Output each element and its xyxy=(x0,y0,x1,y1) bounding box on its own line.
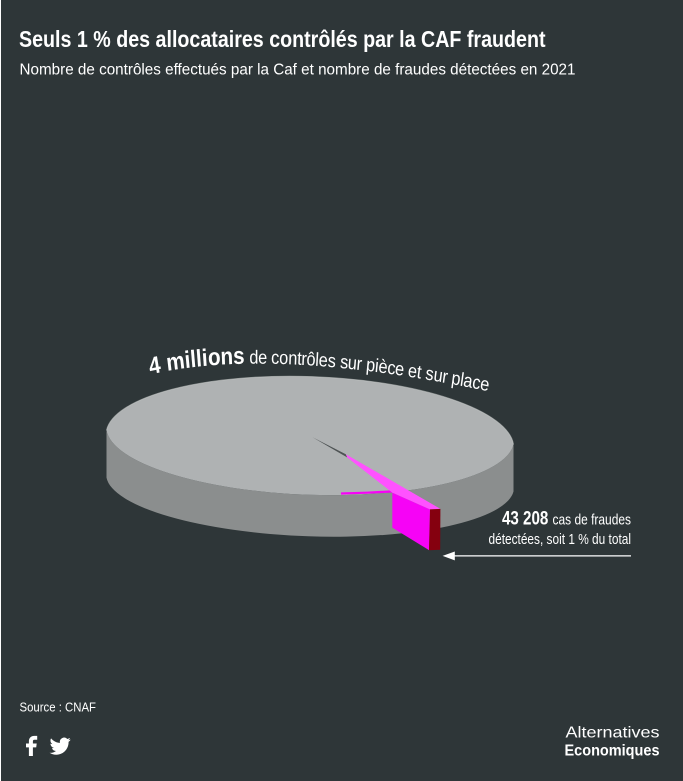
svg-text:détectées, soit 1 % du total: détectées, soit 1 % du total xyxy=(489,531,632,548)
svg-text:Nombre de contrôles effectués: Nombre de contrôles effectués par la Caf… xyxy=(20,62,576,79)
svg-text:Economiques: Economiques xyxy=(565,743,660,760)
svg-text:Source : CNAF: Source : CNAF xyxy=(20,701,97,715)
svg-text:Alternatives: Alternatives xyxy=(566,725,660,742)
svg-text:43 208 cas de fraudes: 43 208 cas de fraudes xyxy=(502,509,631,530)
svg-text:Seuls 1 % des allocataires con: Seuls 1 % des allocataires contrôlés par… xyxy=(19,26,546,52)
